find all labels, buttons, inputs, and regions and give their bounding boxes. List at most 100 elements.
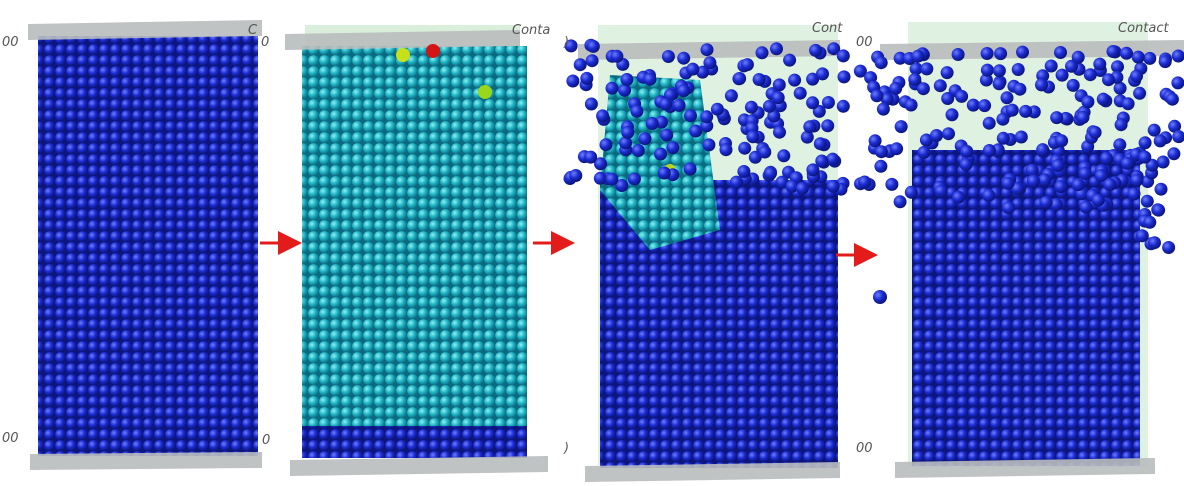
particle xyxy=(711,103,724,116)
particle xyxy=(1102,73,1115,86)
particle xyxy=(737,165,750,178)
particle xyxy=(1045,60,1058,73)
particle xyxy=(806,96,819,109)
particle xyxy=(1120,47,1133,60)
label: 00 xyxy=(2,432,19,445)
particle xyxy=(821,119,834,132)
particle xyxy=(955,90,968,103)
particle xyxy=(1006,104,1019,117)
particle xyxy=(875,56,888,69)
particle xyxy=(770,42,783,55)
particle xyxy=(994,47,1007,60)
particle xyxy=(1067,79,1080,92)
page: 00 C 0 Conta ) Cont 00 Contact 00 0 ) 00… xyxy=(0,0,1184,486)
particle xyxy=(894,195,907,208)
particle xyxy=(993,64,1006,77)
particle xyxy=(700,110,713,123)
particle xyxy=(660,129,673,142)
particle xyxy=(584,151,597,164)
label: 00 xyxy=(856,36,873,49)
particle xyxy=(1139,136,1152,149)
particle xyxy=(912,50,925,63)
particle xyxy=(952,48,965,61)
particle xyxy=(686,63,699,76)
particle xyxy=(730,176,743,189)
particle xyxy=(1081,95,1094,108)
particle xyxy=(1132,51,1145,64)
particle xyxy=(1016,46,1029,59)
particle xyxy=(935,185,948,198)
label: 0 xyxy=(261,36,269,49)
label: Cont xyxy=(812,22,842,35)
particle xyxy=(1036,143,1049,156)
particle xyxy=(870,89,883,102)
particle xyxy=(905,186,918,199)
particle xyxy=(644,73,657,86)
particle xyxy=(741,58,754,71)
particle xyxy=(1089,126,1102,139)
particle xyxy=(738,142,751,155)
particle xyxy=(873,290,887,304)
particle xyxy=(1141,195,1154,208)
particle xyxy=(1100,152,1113,165)
particle xyxy=(1077,111,1090,124)
particle xyxy=(952,191,965,204)
particle xyxy=(803,120,816,133)
particle xyxy=(1097,93,1110,106)
particle xyxy=(1012,63,1025,76)
particle xyxy=(646,117,659,130)
particle xyxy=(869,134,882,147)
particle xyxy=(396,48,410,62)
particle xyxy=(621,126,634,139)
label: 0 xyxy=(262,434,270,447)
particle xyxy=(620,73,633,86)
particle xyxy=(920,62,933,75)
specimen-base xyxy=(302,426,527,458)
specimen-damaged xyxy=(302,46,527,426)
particle xyxy=(758,146,771,159)
particle xyxy=(605,173,618,186)
particle xyxy=(1157,156,1170,169)
particle xyxy=(1130,174,1143,187)
particle xyxy=(905,99,918,112)
particle xyxy=(1107,45,1120,58)
particle xyxy=(983,144,996,157)
particle xyxy=(960,158,973,171)
bottom-platen xyxy=(290,456,548,476)
particle xyxy=(587,40,600,53)
particle xyxy=(895,120,908,133)
particle xyxy=(837,49,850,62)
particle xyxy=(677,84,690,97)
particle xyxy=(1143,52,1156,65)
particle xyxy=(610,50,623,63)
particle xyxy=(978,99,991,112)
specimen xyxy=(912,150,1140,466)
particle xyxy=(1152,204,1165,217)
particle xyxy=(777,149,790,162)
particle xyxy=(1103,178,1116,191)
particle xyxy=(426,44,440,58)
particle xyxy=(809,44,822,57)
particle xyxy=(1001,91,1014,104)
particle xyxy=(822,96,835,109)
particle xyxy=(889,82,902,95)
panel-2 xyxy=(285,25,548,476)
label: 00 xyxy=(856,442,873,455)
particle xyxy=(942,127,955,140)
particle xyxy=(1084,68,1097,81)
particle xyxy=(1054,46,1067,59)
particle xyxy=(1130,70,1143,83)
particle xyxy=(594,172,607,185)
particle xyxy=(815,155,828,168)
particle xyxy=(1155,183,1168,196)
particle xyxy=(796,182,809,195)
particle xyxy=(703,56,716,69)
particle xyxy=(1019,105,1032,118)
particle xyxy=(618,84,631,97)
particle xyxy=(983,117,996,130)
particle xyxy=(684,109,697,122)
particle xyxy=(1040,196,1053,209)
particle xyxy=(877,103,890,116)
simulation-figure xyxy=(0,0,1184,486)
particle xyxy=(628,173,641,186)
